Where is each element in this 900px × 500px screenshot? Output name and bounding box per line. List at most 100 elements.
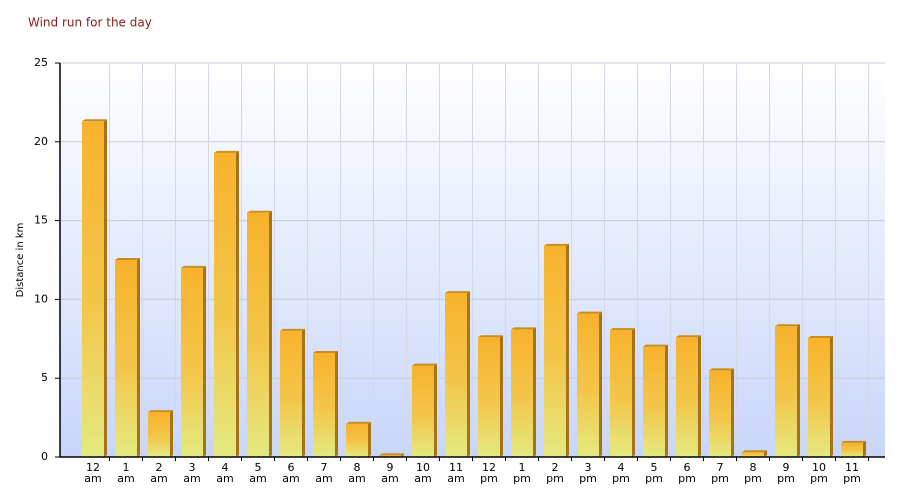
x-tick-label: 1 am [117, 461, 135, 485]
x-tick-label: 4 am [216, 461, 234, 485]
bar-top [841, 440, 866, 443]
bar-top [412, 363, 437, 366]
bar [808, 338, 830, 457]
bar-top [478, 335, 503, 338]
bar-side [797, 324, 800, 457]
x-tick-label: 12 am [84, 461, 102, 485]
x-tick-label: 9 pm [777, 461, 795, 485]
bar [181, 267, 203, 457]
bar-top [313, 350, 338, 353]
x-tick-label: 2 am [150, 461, 168, 485]
x-tick-label: 3 pm [579, 461, 597, 485]
bar-top [544, 243, 569, 246]
y-tick-label: 20 [34, 135, 48, 148]
bar [214, 152, 236, 457]
bar-top [577, 311, 602, 314]
bar [280, 330, 302, 457]
bar-top [676, 335, 701, 338]
x-tick-label: 8 pm [744, 461, 762, 485]
bar [148, 412, 170, 457]
bar-side [599, 311, 602, 457]
x-tick-label: 4 pm [612, 461, 630, 485]
bar-top [775, 324, 800, 327]
bar-side [203, 265, 206, 457]
bar [610, 330, 632, 457]
x-tick-label: 12 pm [480, 461, 498, 485]
x-tick-label: 10 pm [810, 461, 828, 485]
bar [445, 293, 467, 457]
bar-side [698, 335, 701, 457]
bar [379, 455, 401, 457]
x-tick-label: 8 am [348, 461, 366, 485]
x-tick-label: 6 pm [678, 461, 696, 485]
bar-side [632, 328, 635, 457]
y-tick-label: 10 [34, 292, 48, 305]
y-tick-label: 15 [34, 214, 48, 227]
bar-side [137, 258, 140, 457]
bar [478, 337, 500, 457]
bar-side [863, 440, 866, 457]
bar [775, 326, 797, 457]
bar-top [610, 328, 635, 331]
bar-side [269, 210, 272, 457]
bar-top [181, 265, 206, 268]
bar-top [445, 291, 470, 294]
bar-top [247, 210, 272, 213]
bar-top [346, 421, 371, 424]
bar [577, 313, 599, 457]
bar-side [830, 336, 833, 457]
bar-side [467, 291, 470, 457]
bar [511, 329, 533, 457]
bar [115, 260, 137, 457]
bar [643, 346, 665, 457]
y-tick-label: 25 [34, 56, 48, 69]
x-tick-label: 10 am [414, 461, 432, 485]
y-axis-label: Distance in km [15, 223, 26, 298]
bar [313, 352, 335, 457]
bar-top [115, 258, 140, 260]
bar-side [104, 119, 107, 457]
bar-side [302, 328, 305, 457]
bar-side [731, 368, 734, 457]
x-tick-label: 5 am [249, 461, 267, 485]
x-tick-label: 2 pm [546, 461, 564, 485]
bar-side [434, 363, 437, 457]
bar-top [808, 336, 833, 339]
x-tick-label: 11 pm [843, 461, 861, 485]
bar-side [764, 450, 767, 457]
bar [742, 452, 764, 457]
bar-side [533, 327, 536, 457]
x-tick-label: 7 pm [711, 461, 729, 485]
bar [709, 370, 731, 457]
bar-top [379, 453, 404, 456]
bar-side [401, 453, 404, 457]
x-tick-label: 11 am [447, 461, 465, 485]
bar [841, 442, 863, 457]
bar-side [500, 335, 503, 457]
bar-side [566, 243, 569, 457]
bar [412, 365, 434, 457]
chart-title: Wind run for the day [28, 16, 152, 30]
bar-side [665, 344, 668, 457]
y-tick-label: 5 [41, 371, 48, 384]
bar-top [709, 368, 734, 371]
bar [676, 337, 698, 457]
bar-top [148, 410, 173, 413]
bar-top [742, 450, 767, 453]
x-tick-label: 1 pm [513, 461, 531, 485]
bar [544, 245, 566, 457]
x-tick-label: 7 am [315, 461, 333, 485]
x-tick-label: 5 pm [645, 461, 663, 485]
bar-side [335, 350, 338, 457]
bar-side [170, 410, 173, 457]
x-tick-label: 6 am [282, 461, 300, 485]
bar [82, 121, 104, 457]
bar [247, 212, 269, 457]
bar-top [280, 328, 305, 331]
bar-side [368, 421, 371, 457]
y-tick-label: 0 [41, 450, 48, 463]
bar-top [643, 344, 668, 347]
bar [346, 423, 368, 457]
